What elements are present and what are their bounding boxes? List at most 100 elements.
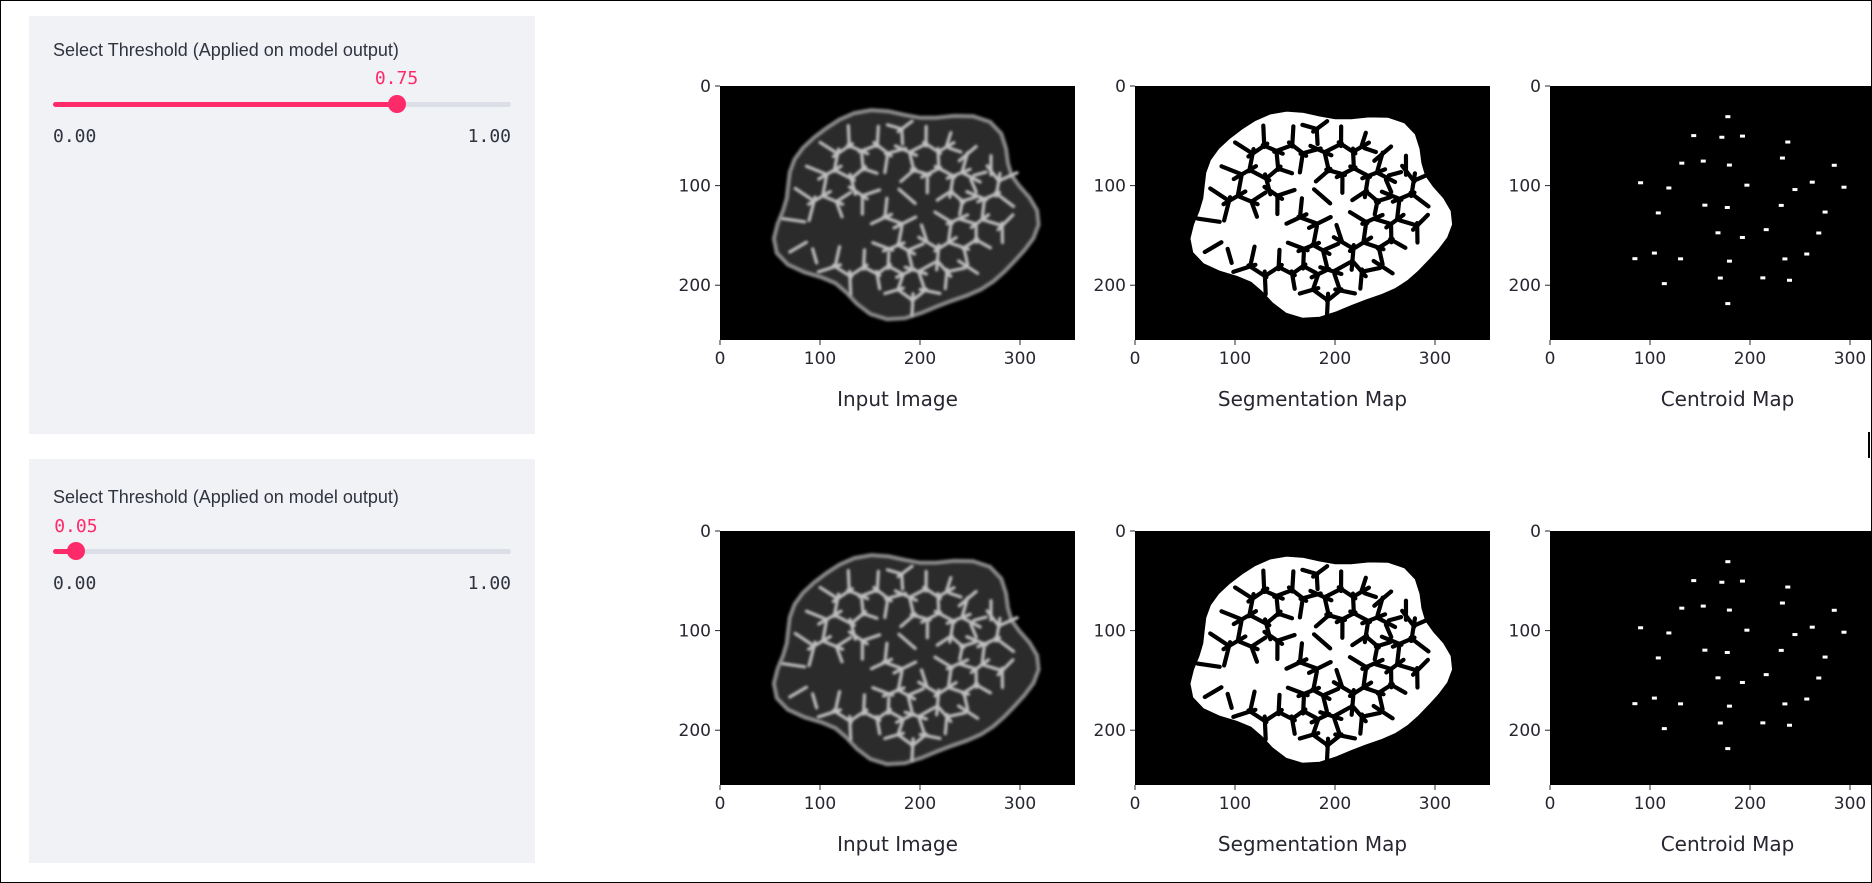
cell-boundary <box>1296 659 1319 671</box>
slider-thumb[interactable] <box>66 542 85 560</box>
x-tick-label: 200 <box>904 349 936 369</box>
x-tick-label: 100 <box>1219 349 1251 369</box>
membrane-edge <box>910 292 915 317</box>
centroid-dot <box>1778 648 1784 652</box>
membrane-edge <box>973 237 992 250</box>
cell-boundary <box>1301 709 1319 720</box>
membrane-edge <box>903 265 928 276</box>
y-tick-label: 0 <box>1530 77 1541 97</box>
centroid-dot <box>1779 601 1785 605</box>
membrane-edge <box>807 195 817 223</box>
membrane-edge <box>918 732 942 741</box>
cell-boundary <box>1232 140 1252 154</box>
centroid-dot <box>1822 210 1828 214</box>
membrane-edge <box>896 669 904 691</box>
cell-boundary <box>1202 240 1224 255</box>
membrane-edge <box>893 589 918 602</box>
y-tick-label: 0 <box>1530 522 1541 542</box>
segmentation-mask <box>1187 108 1456 321</box>
centroid-dot <box>1717 276 1723 280</box>
cell-boundary <box>1225 246 1234 265</box>
membrane-edge <box>846 143 870 156</box>
cell-boundary <box>1314 572 1320 592</box>
membrane-edge <box>881 660 904 671</box>
x-tick-label: 0 <box>1545 349 1556 369</box>
cell-boundary <box>1235 618 1244 643</box>
image-plot-2: 0 100 200 0 100 200 300 Segmentation Map <box>1094 522 1490 856</box>
membrane-edge <box>903 710 928 721</box>
cell-boundary <box>1275 611 1295 621</box>
cell-boundary <box>1321 248 1329 269</box>
centroid-dot <box>1715 676 1721 680</box>
centroid-dot <box>1787 723 1793 727</box>
membrane-edge <box>900 127 905 146</box>
plot-caption: Input Image <box>837 387 958 411</box>
membrane-edge <box>948 176 955 199</box>
membrane-edge <box>945 131 953 148</box>
membrane-edge <box>793 186 813 201</box>
membrane-edge <box>960 596 970 618</box>
tissue-outline <box>771 553 1041 767</box>
membrane-edge <box>936 592 941 616</box>
cell-boundary <box>1311 272 1321 292</box>
threshold-panel-2: Select Threshold (Applied on model outpu… <box>29 459 535 863</box>
cell-boundary <box>1350 146 1356 171</box>
cell-boundary <box>1408 190 1431 209</box>
membrane-edge <box>945 576 953 593</box>
x-tick-label: 100 <box>804 794 836 814</box>
membrane-edge <box>962 692 970 711</box>
membrane-edge <box>836 190 853 203</box>
membrane-edge <box>908 586 929 599</box>
membrane-edges <box>780 119 1019 317</box>
cell-boundary <box>1332 716 1342 737</box>
image-plot-2: 0 100 200 0 100 200 300 Segmentation Map <box>1094 77 1490 411</box>
threshold-slider[interactable] <box>53 542 511 560</box>
centroid-dot <box>1725 747 1731 751</box>
centroid-dot <box>1661 282 1667 286</box>
membrane-edge <box>895 688 917 701</box>
membrane-edge <box>836 635 853 648</box>
membrane-edge <box>969 213 991 230</box>
cell-boundary <box>1249 199 1260 219</box>
membrane-edge <box>908 596 916 618</box>
centroid-dot <box>1841 630 1847 634</box>
y-tick-label: 100 <box>1094 177 1126 197</box>
cell-boundary <box>1251 635 1268 648</box>
centroid-dots <box>1632 115 1847 306</box>
centroid-dot <box>1739 579 1745 583</box>
cell-boundary <box>1301 264 1319 275</box>
membrane-edge <box>883 731 905 741</box>
x-tick-label: 300 <box>1834 349 1866 369</box>
cell-boundary <box>1235 173 1244 198</box>
y-tick-label: 200 <box>679 721 711 741</box>
centroid-dot <box>1760 276 1766 280</box>
cell-boundary <box>1248 689 1257 713</box>
membrane-edge <box>883 641 889 661</box>
membrane-edge <box>945 612 972 625</box>
centroid-dot <box>1724 205 1730 209</box>
membrane-edge <box>908 151 916 173</box>
y-tick-label: 200 <box>1509 721 1541 741</box>
x-tick-label: 0 <box>715 794 726 814</box>
y-tick-label: 100 <box>679 622 711 642</box>
centroid-dot <box>1804 697 1810 701</box>
membrane-edge <box>957 662 978 671</box>
image-canvas <box>1550 86 1872 340</box>
membrane-edge <box>887 709 903 720</box>
cell-boundary <box>1372 643 1380 662</box>
cell-boundary <box>1361 664 1369 689</box>
membrane-edge <box>969 178 978 194</box>
membrane-edge <box>818 140 837 154</box>
slider-thumb[interactable] <box>387 95 406 113</box>
membrane-edge <box>935 688 941 717</box>
cell-boundary <box>1386 614 1404 623</box>
threshold-slider[interactable] <box>53 95 511 113</box>
centroid-dot <box>1816 231 1822 235</box>
cell-boundary <box>1375 170 1398 185</box>
membrane-edge <box>818 585 837 599</box>
cell-boundary <box>1375 595 1385 618</box>
cell-boundary <box>1248 244 1257 268</box>
x-tick-label: 300 <box>1004 794 1036 814</box>
membrane-edge <box>804 609 827 621</box>
membrane-edge <box>897 187 917 205</box>
